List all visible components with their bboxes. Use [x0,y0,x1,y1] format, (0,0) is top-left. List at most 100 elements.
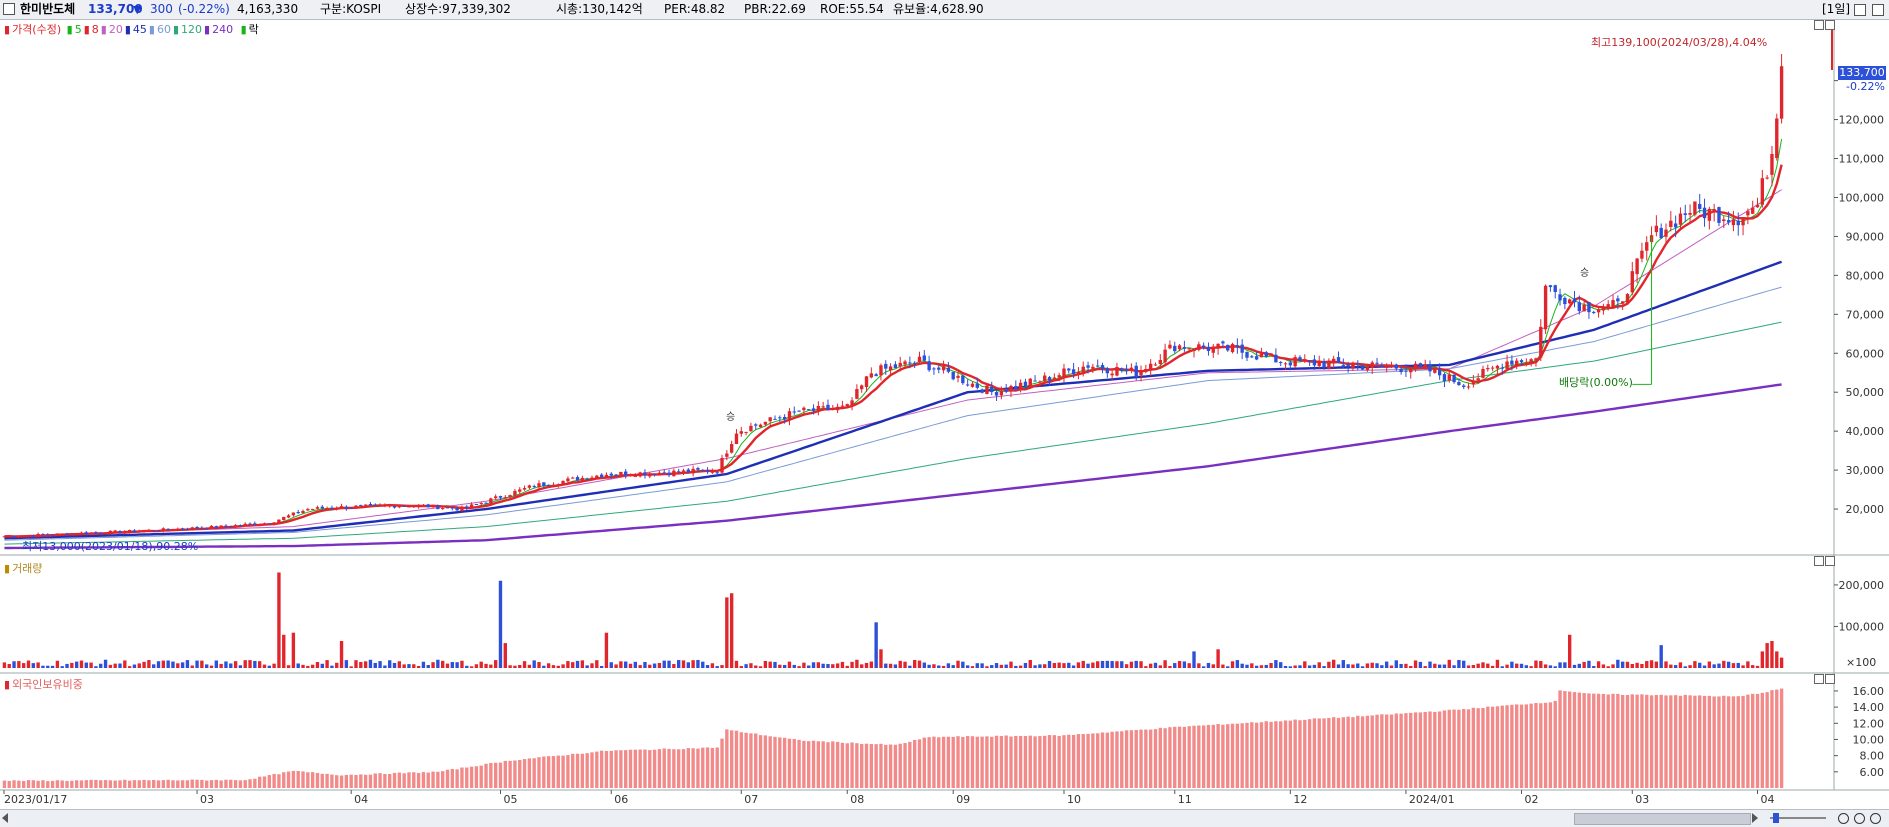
candle-body [180,528,185,530]
volume-bar [1298,665,1302,668]
bottom-scrollbar[interactable] [0,809,1889,827]
price-panel-close-icon[interactable] [1825,20,1835,30]
volume-bar [1418,661,1423,668]
candle-body [1182,347,1187,349]
scroll-thumb[interactable] [1574,813,1751,825]
volume-bar [257,661,262,668]
candle-body [330,507,334,509]
foreign-panel-minimize-icon[interactable] [1814,674,1824,684]
volume-bar [672,664,676,668]
candle-body [508,495,512,498]
window-close-icon[interactable] [1872,4,1884,16]
candle-body [2,536,7,538]
volume-bar [330,665,334,668]
foreign-bar [200,779,204,788]
scroll-left-icon[interactable] [2,813,8,823]
candle-body [855,389,859,399]
candle-body [1529,359,1533,365]
foreign-bar [1529,703,1533,788]
price-legend-mark-icon: ▮ [4,23,11,36]
foreign-bar [1510,704,1514,788]
volume-bar [696,659,700,668]
volume-bar [1105,660,1110,668]
zoom-slider-handle[interactable] [1773,813,1779,823]
foreign-bar [532,758,536,788]
foreign-bar [1722,695,1726,788]
volume-bar [537,662,541,668]
candle-body [691,468,695,474]
volume-bar [1230,661,1235,668]
volume-bar [1558,662,1562,668]
volume-bar [1351,664,1355,668]
foreign-bar [879,743,883,788]
candle-body [166,528,170,530]
window-restore-icon[interactable] [1854,4,1866,16]
candle-body [474,504,479,506]
foreign-bar [1028,735,1032,788]
candle-body [1515,360,1519,366]
period-selector[interactable]: [1일] [1822,2,1851,16]
foreign-bar [599,750,604,788]
candle-body [363,504,368,506]
volume-bar [1515,663,1519,668]
volume-bar [715,666,719,668]
listed-shares: 상장수:97,339,302 [405,2,511,16]
volume-bar [652,663,657,668]
foreign-bar [643,749,647,788]
zoom-slider[interactable] [1770,817,1826,819]
header-checkbox[interactable] [3,3,15,15]
volume-bar [1071,665,1076,668]
volume-bar [1442,664,1447,668]
price-panel-minimize-icon[interactable] [1814,20,1824,30]
zoom-out-icon[interactable] [1854,813,1865,824]
candle-body [999,390,1004,396]
candle-body [325,508,329,510]
candle-body [445,507,450,509]
volume-bar [749,663,753,668]
foreign-bar [1148,729,1153,788]
ma-60-mark-icon: ▮ [148,23,155,36]
foreign-bar [1341,717,1346,788]
zoom-reset-icon[interactable] [1870,813,1881,824]
zoom-in-icon[interactable] [1838,813,1849,824]
volume-bar [729,593,734,668]
candle-body [1500,367,1504,369]
volume-bar [1346,664,1350,668]
foreign-bar [31,780,35,788]
last-pct-label: -0.22% [1846,80,1885,93]
candle-body [12,536,16,538]
volume-panel-close-icon[interactable] [1825,556,1835,566]
foreign-bar [1076,734,1081,788]
scroll-right-icon[interactable] [1752,813,1758,823]
candle-body [1038,381,1042,383]
foreign-bar [262,776,267,788]
candle-body [768,417,772,422]
foreign-bar [951,736,955,788]
foreign-bar [397,772,402,788]
volume-bar [676,660,681,668]
foreign-panel-close-icon[interactable] [1825,674,1835,684]
volume-bar [879,649,883,668]
foreign-bar [725,729,729,788]
foreign-bar [1553,700,1557,788]
volume-bar [306,665,310,668]
market-type: 구분:KOSPI [320,2,382,16]
volume-bar [1481,662,1485,668]
foreign-bar [1009,736,1013,788]
candle-body [421,504,426,506]
foreign-bar [729,730,734,788]
volume-panel-minimize-icon[interactable] [1814,556,1824,566]
foreign-bar [60,780,64,788]
foreign-bar [1384,714,1389,788]
volume-bar [1399,663,1403,668]
volume-bar [1601,664,1606,668]
foreign-bar [469,766,474,788]
foreign-bar [1091,733,1095,788]
volume-bar [937,665,941,668]
volume-bar [1028,659,1032,668]
volume-bar [1197,663,1201,668]
candle-body [1645,242,1649,251]
volume-bar [1736,662,1740,668]
candle-body [1245,351,1249,358]
volume-bar [816,662,821,668]
